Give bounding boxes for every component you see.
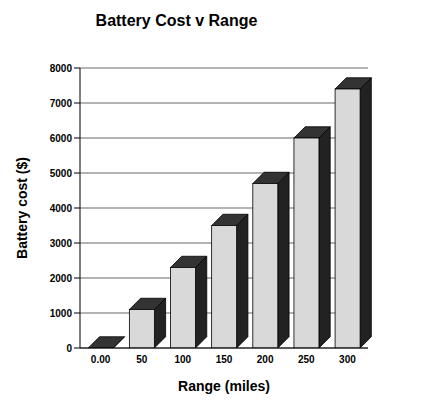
svg-text:150: 150 — [216, 354, 233, 365]
svg-text:0.00: 0.00 — [91, 354, 111, 365]
svg-text:7000: 7000 — [50, 98, 73, 109]
svg-text:3000: 3000 — [50, 238, 73, 249]
svg-text:2000: 2000 — [50, 273, 73, 284]
svg-text:6000: 6000 — [50, 133, 73, 144]
svg-text:200: 200 — [257, 354, 274, 365]
svg-text:300: 300 — [339, 354, 356, 365]
svg-text:8000: 8000 — [50, 63, 73, 74]
html-text:Battery Cost v Range: Battery Cost v Range — [95, 12, 258, 29]
svg-text:1000: 1000 — [50, 308, 73, 319]
svg-text:0: 0 — [66, 343, 72, 354]
svg-text:Battery cost ($): Battery cost ($) — [14, 157, 30, 259]
svg-text:250: 250 — [298, 354, 315, 365]
svg-text:100: 100 — [175, 354, 192, 365]
svg-text:5000: 5000 — [50, 168, 73, 179]
svg-text:Range (miles): Range (miles) — [178, 378, 270, 394]
svg-text:4000: 4000 — [50, 203, 73, 214]
svg-text:50: 50 — [136, 354, 148, 365]
